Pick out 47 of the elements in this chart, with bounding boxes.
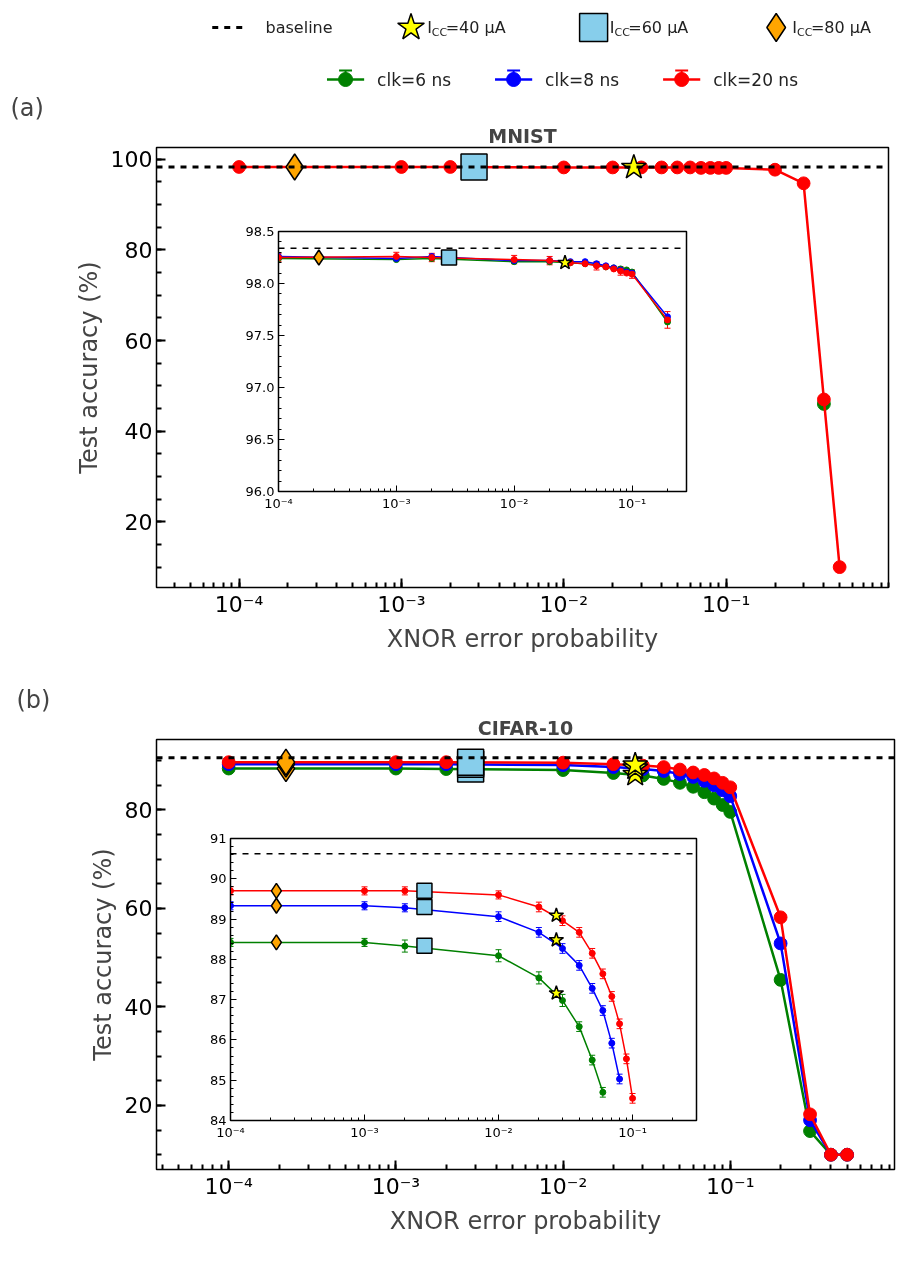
y-tick-label: 80 <box>124 237 153 263</box>
legend-label: clk=6 ns <box>377 69 452 90</box>
x-tick-label: 10⁻¹ <box>706 1173 755 1199</box>
y-tick-label: 87 <box>209 992 227 1008</box>
y-tick-label: 88 <box>209 951 227 967</box>
x-tick-label: 10⁻⁴ <box>204 1173 254 1199</box>
y-tick-label: 60 <box>124 896 153 922</box>
x-tick-label: 10⁻² <box>484 1124 513 1140</box>
y-tick-label: 60 <box>124 328 153 354</box>
x-tick-label: 10⁻⁴ <box>214 591 264 617</box>
text: (b) <box>16 685 51 714</box>
legend-label: clk=20 ns <box>713 69 799 90</box>
y-tick-label: 90 <box>209 871 227 887</box>
x-axis-title: XNOR error probability <box>389 1206 662 1235</box>
y-tick-label: 91 <box>209 831 227 846</box>
y-tick-label: 20 <box>124 1093 153 1119</box>
x-tick-label: 10⁻¹ <box>617 495 647 511</box>
y-tick-label: 97.5 <box>245 328 275 343</box>
text: (a) <box>10 93 44 122</box>
y-tick-label: 86 <box>209 1032 227 1048</box>
y-axis-title: Test accuracy (%) <box>88 848 117 1062</box>
y-tick-label: 40 <box>124 994 153 1020</box>
y-tick-label: 96.5 <box>245 432 275 447</box>
y-tick-label: 98.0 <box>245 276 275 291</box>
x-tick-label: 10⁻³ <box>350 1124 379 1140</box>
y-tick-label: 85 <box>209 1072 227 1088</box>
y-tick-label: 97.0 <box>245 380 275 395</box>
x-tick-label: 10⁻² <box>538 1173 588 1199</box>
x-tick-label: 10⁻³ <box>382 495 411 511</box>
legend-label: baseline <box>265 18 333 37</box>
y-tick-label: 40 <box>124 419 153 445</box>
y-tick-label: 89 <box>209 911 227 927</box>
x-tick-label: 10⁻³ <box>377 591 426 617</box>
y-tick-label: 20 <box>124 509 153 535</box>
x-tick-label: 10⁻¹ <box>618 1124 647 1140</box>
chart-title: CIFAR-10 <box>477 716 574 739</box>
x-tick-label: 10⁻² <box>499 495 529 511</box>
y-tick-label: 98.5 <box>245 224 275 239</box>
legend-label: clk=8 ns <box>545 69 620 90</box>
y-tick-label: 80 <box>124 797 153 823</box>
x-tick-label: 10⁻² <box>539 591 589 617</box>
y-tick-label: 100 <box>110 147 153 173</box>
x-axis-title: XNOR error probability <box>386 624 659 653</box>
x-tick-label: 10⁻¹ <box>701 591 751 617</box>
chart-title: MNIST <box>488 124 557 147</box>
y-axis-title: Test accuracy (%) <box>74 261 103 475</box>
x-tick-label: 10⁻³ <box>371 1173 421 1199</box>
